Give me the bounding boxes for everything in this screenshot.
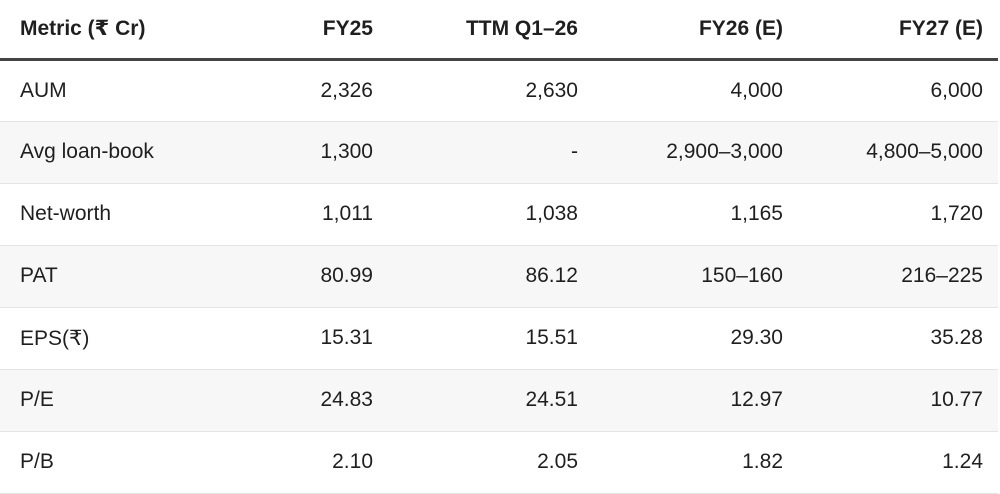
header-cell: FY27 (E) bbox=[798, 0, 998, 61]
header-cell: FY25 bbox=[188, 0, 388, 61]
value-cell: 15.51 bbox=[525, 326, 578, 349]
metric-cell: AUM bbox=[20, 78, 67, 102]
table-row: AUM 2,326 2,630 4,000 6,000 bbox=[0, 59, 998, 121]
value-cell: 6,000 bbox=[930, 78, 983, 102]
value-cell: 2,630 bbox=[525, 78, 578, 102]
table-row: PAT 80.99 86.12 150–160 216–225 bbox=[0, 245, 998, 307]
table-row: P/B 2.10 2.05 1.82 1.24 bbox=[0, 431, 998, 493]
value-cell: 10.77 bbox=[930, 388, 983, 411]
metric-cell: EPS(₹) bbox=[20, 326, 90, 350]
metric-cell: PAT bbox=[20, 264, 58, 287]
value-cell: 1,038 bbox=[525, 202, 578, 225]
value-cell: - bbox=[571, 140, 578, 163]
value-cell: 1,300 bbox=[320, 140, 373, 163]
header-cell: Metric (₹ Cr) bbox=[0, 0, 188, 61]
table-row: Net-worth 1,011 1,038 1,165 1,720 bbox=[0, 183, 998, 245]
value-cell: 4,000 bbox=[730, 78, 783, 102]
value-cell: 150–160 bbox=[701, 264, 783, 287]
value-cell: 15.31 bbox=[320, 326, 373, 349]
header-row: Metric (₹ Cr) FY25 TTM Q1–26 FY26 (E) FY27 (… bbox=[0, 0, 998, 61]
value-cell: 1,165 bbox=[730, 202, 783, 225]
value-cell: 216–225 bbox=[901, 264, 983, 287]
table-body: AUM 2,326 2,630 4,000 6,000 Avg loan-book 1,30… bbox=[0, 59, 998, 493]
value-cell: 2.05 bbox=[537, 450, 578, 473]
value-cell: 4,800–5,000 bbox=[866, 140, 983, 163]
value-cell: 24.51 bbox=[525, 388, 578, 411]
header-cell: FY26 (E) bbox=[593, 0, 798, 61]
table-row: Avg loan-book 1,300 - 2,900–3,000 4,800–5,00… bbox=[0, 121, 998, 183]
value-cell: 35.28 bbox=[930, 326, 983, 349]
table-row: EPS(₹) 15.31 15.51 29.30 35.28 bbox=[0, 307, 998, 369]
value-cell: 1,011 bbox=[322, 202, 373, 225]
metric-cell: Net-worth bbox=[20, 202, 112, 225]
value-cell: 2.10 bbox=[332, 450, 373, 473]
value-cell: 86.12 bbox=[525, 264, 578, 287]
value-cell: 24.83 bbox=[320, 388, 373, 411]
value-cell: 1.82 bbox=[742, 450, 783, 473]
table-row: P/E 24.83 24.51 12.97 10.77 bbox=[0, 369, 998, 431]
value-cell: 1,720 bbox=[930, 202, 983, 225]
value-cell: 2,900–3,000 bbox=[666, 140, 783, 163]
metric-cell: Avg loan-book bbox=[20, 140, 154, 163]
value-cell: 2,326 bbox=[320, 78, 373, 102]
value-cell: 1.24 bbox=[942, 450, 983, 473]
value-cell: 80.99 bbox=[320, 264, 373, 287]
value-cell: 12.97 bbox=[730, 388, 783, 411]
table-header: Metric (₹ Cr) FY25 TTM Q1–26 FY26 (E) FY27 (… bbox=[0, 0, 998, 61]
metric-cell: P/E bbox=[20, 388, 54, 411]
value-cell: 29.30 bbox=[730, 326, 783, 349]
metric-cell: P/B bbox=[20, 450, 54, 473]
header-cell: TTM Q1–26 bbox=[388, 0, 593, 61]
